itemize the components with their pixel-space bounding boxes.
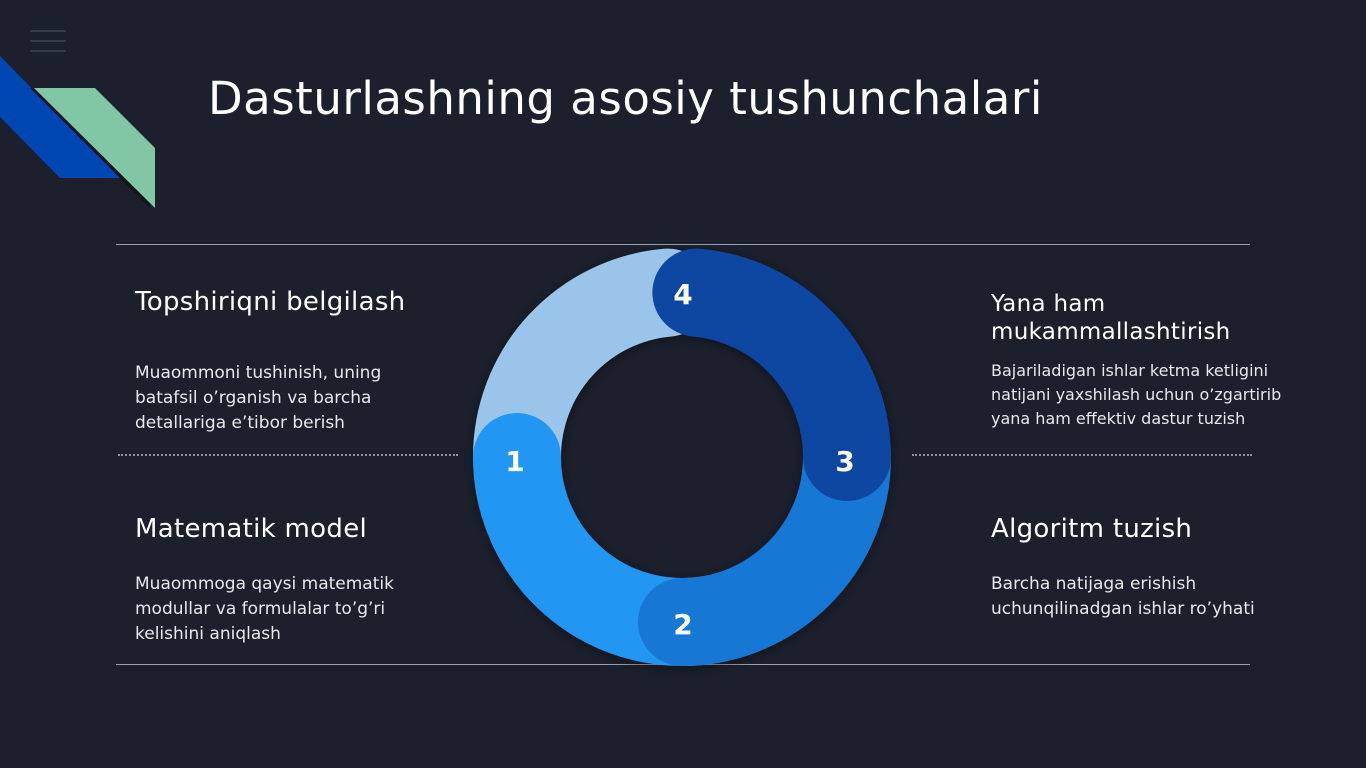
step-4-title: Yana ham mukammallashtirish [991, 291, 1231, 345]
left-dotted-divider [118, 454, 458, 456]
slide-title: Dasturlashning asosiy tushunchalari [208, 72, 1043, 125]
green-stripe [34, 88, 155, 208]
right-dotted-divider [912, 454, 1252, 456]
cycle-segment-4 [652, 248, 891, 501]
step-1-description: Muaommoni tushinish, uning batafsil o’rg… [135, 363, 382, 433]
cycle-donut-diagram: 1 2 3 4 [473, 248, 891, 666]
step-1-title: Topshiriqni belgilash [135, 287, 406, 317]
top-divider [116, 244, 1250, 245]
corner-decoration [0, 56, 155, 208]
step-2-title: Matematik model [135, 514, 368, 544]
cycle-number-1: 1 [505, 445, 524, 478]
cycle-number-4: 4 [673, 278, 692, 311]
step-3-description: Barcha natijaga erishish uchunqilinadgan… [991, 574, 1255, 619]
cycle-number-2: 2 [673, 608, 692, 641]
step-2-description: Muaommoga qaysi matematik modullar va fo… [135, 574, 394, 644]
hamburger-menu-icon[interactable] [30, 30, 66, 58]
cycle-number-3: 3 [835, 445, 854, 478]
step-3-title: Algoritm tuzish [991, 514, 1193, 544]
step-4-description: Bajariladigan ishlar ketma ketligini nat… [991, 361, 1282, 428]
